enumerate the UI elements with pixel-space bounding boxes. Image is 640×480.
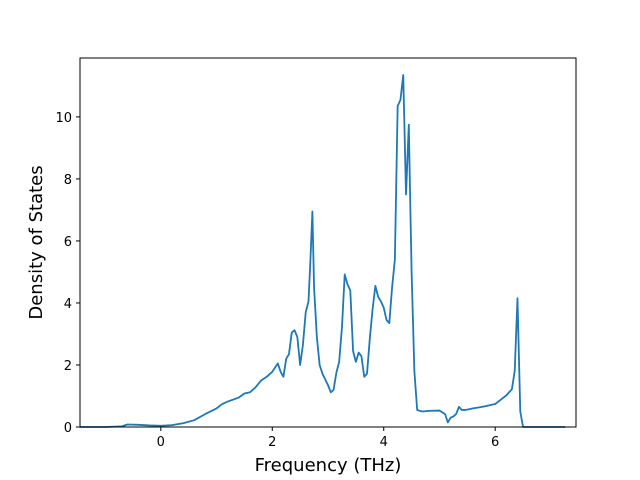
dos-series-line <box>79 74 566 428</box>
y-tick-label: 6 <box>64 235 72 250</box>
series-layer <box>79 74 566 428</box>
y-tick-label: 2 <box>64 359 72 374</box>
y-tick-label: 10 <box>55 111 72 126</box>
y-tick-label: 0 <box>64 421 72 436</box>
x-tick-label: 4 <box>380 435 388 450</box>
plot-area <box>80 58 576 427</box>
x-tick-label: 0 <box>157 435 165 450</box>
x-axis-ticks: 0 2 4 6 <box>157 427 499 450</box>
y-tick-label: 4 <box>64 297 72 312</box>
x-axis-label: Frequency (THz) <box>255 455 402 476</box>
y-axis-label: Density of States <box>26 165 47 319</box>
y-axis-ticks: 0 2 4 6 8 10 <box>55 111 80 436</box>
x-tick-label: 6 <box>491 435 499 450</box>
x-tick-label: 2 <box>268 435 276 450</box>
y-tick-label: 8 <box>64 173 72 188</box>
plot-frame <box>79 57 577 428</box>
